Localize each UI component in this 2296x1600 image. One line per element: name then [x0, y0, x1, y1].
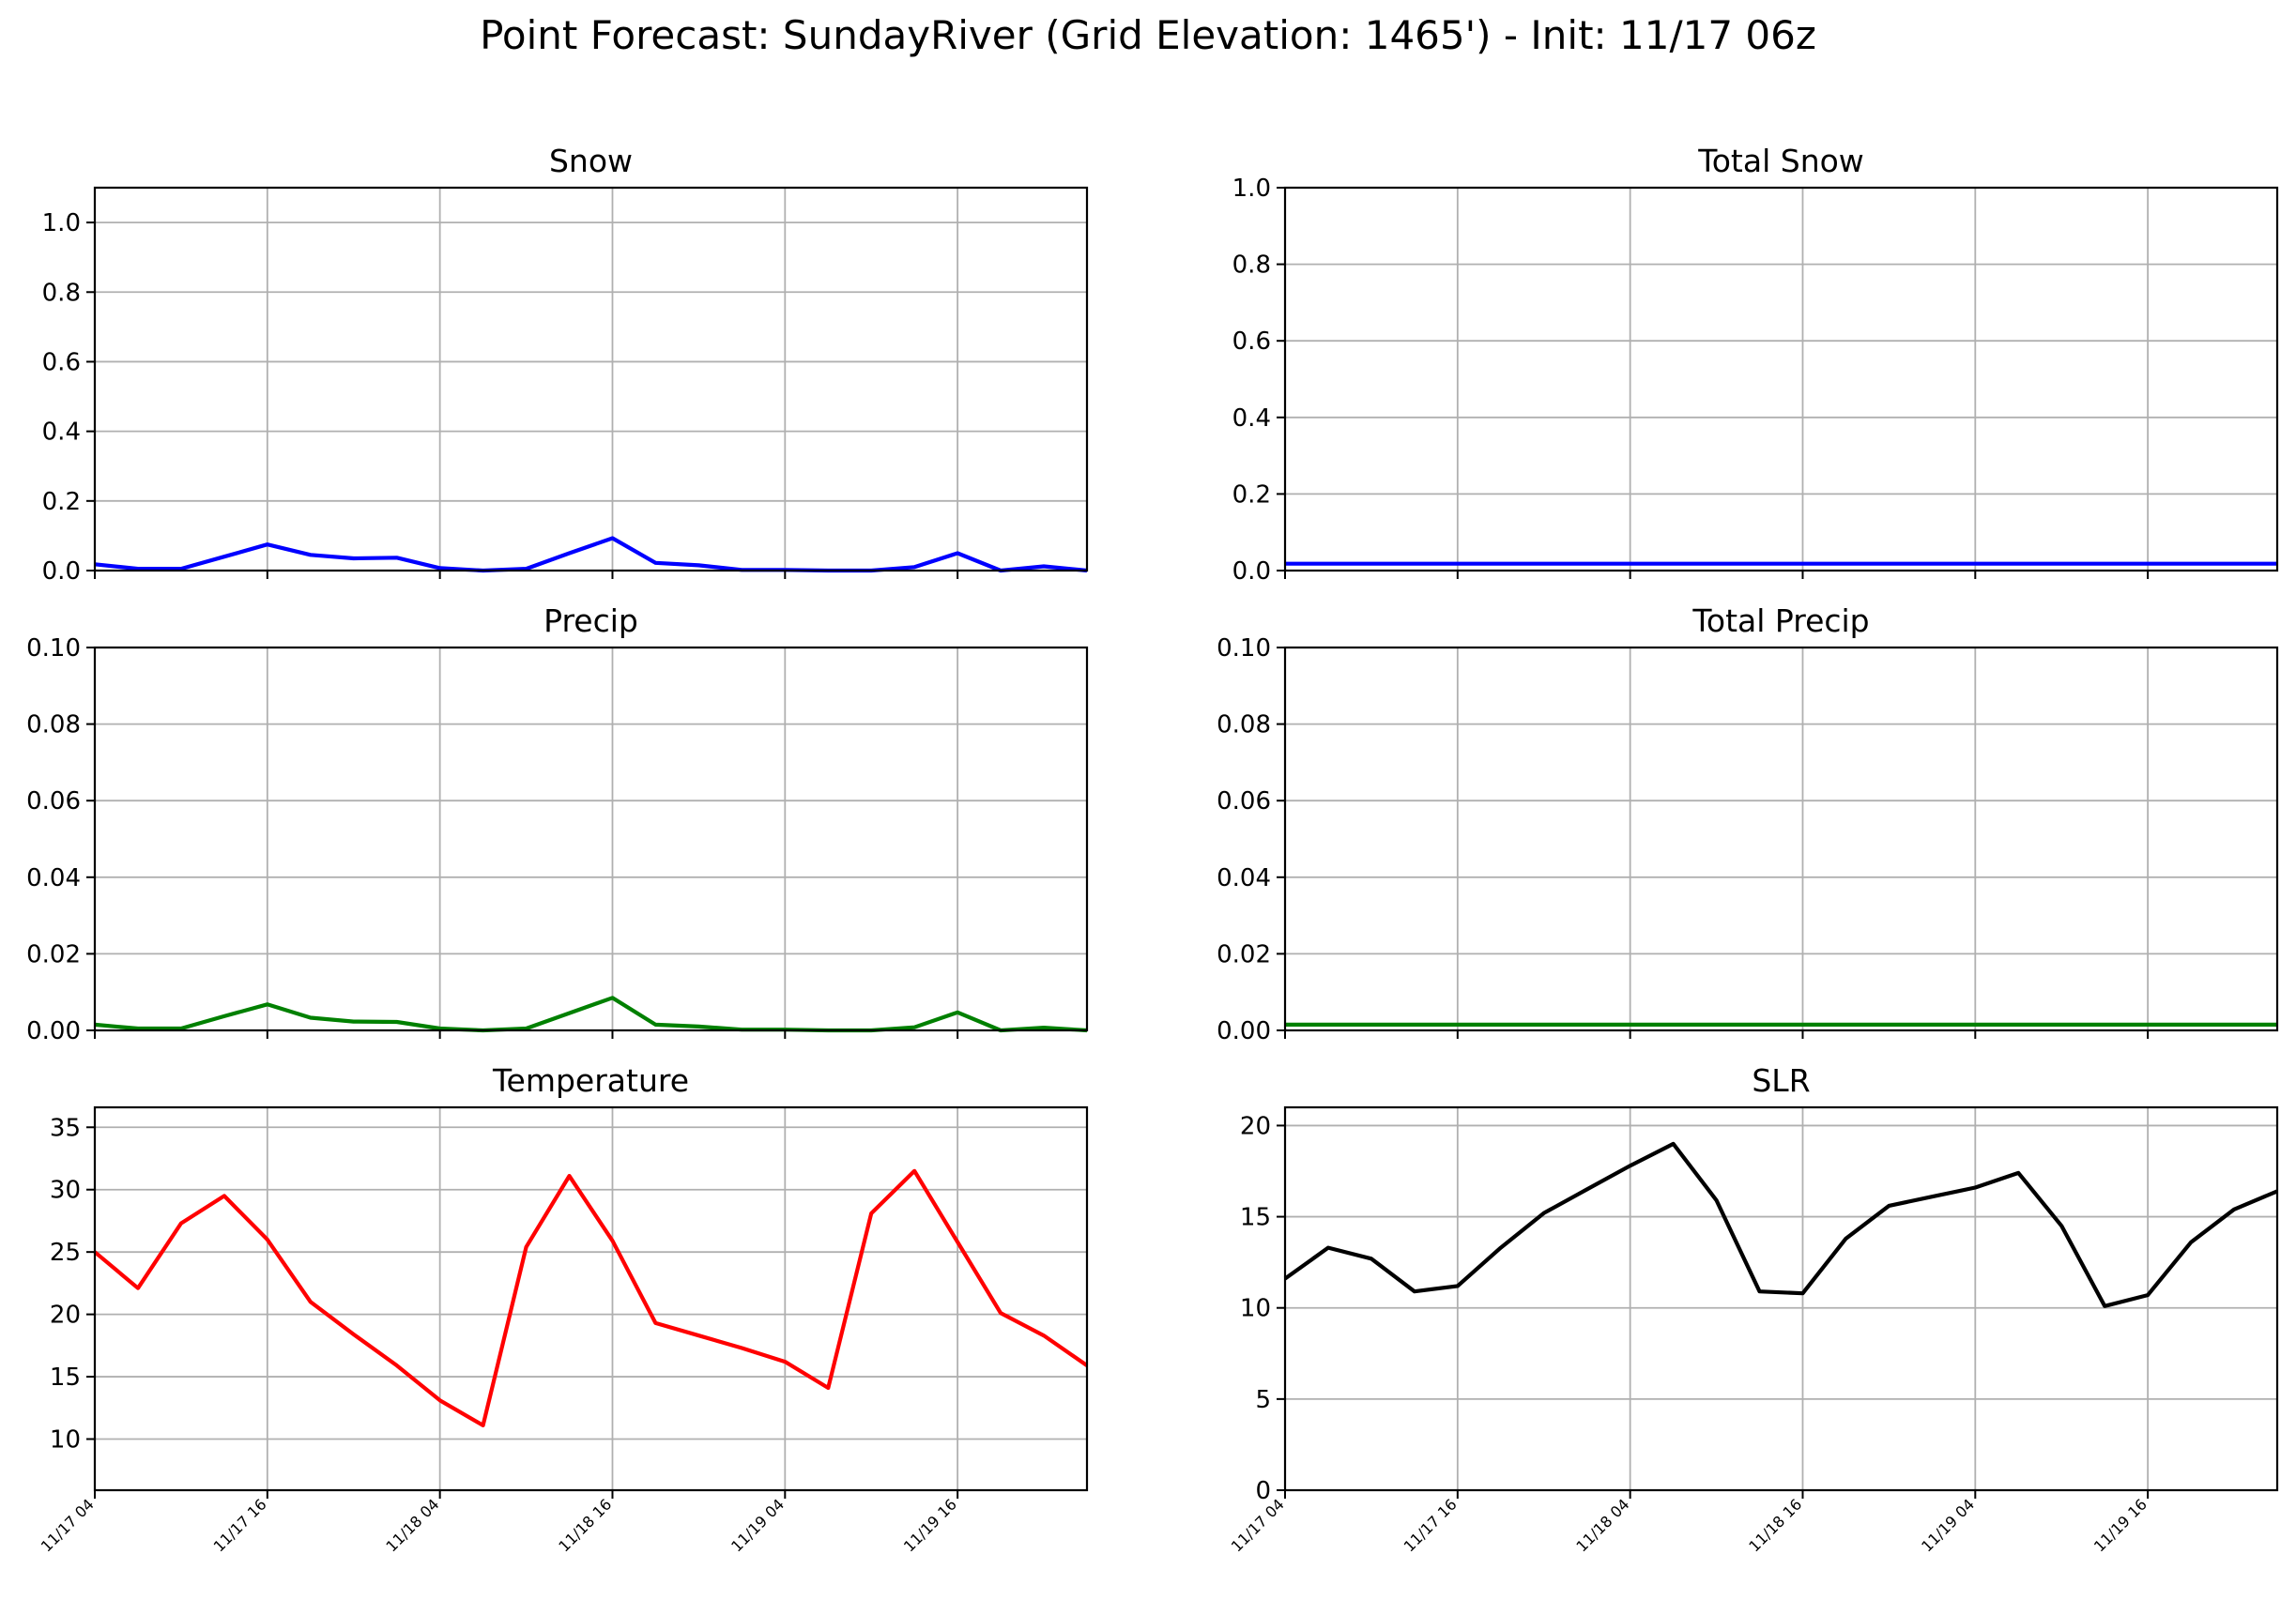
x-tick-label: 11/17 16 — [210, 1495, 270, 1555]
panel-title: Precip — [543, 602, 638, 639]
y-tick-label: 20 — [1240, 1112, 1271, 1140]
x-tick-label: 11/19 16 — [2090, 1495, 2151, 1555]
panel-total_snow: 0.0 0.2 0.4 0.6 0.8 1.0 Total Snow — [1232, 143, 2279, 586]
axes-frame — [1283, 186, 2279, 572]
y-tick-label: 0.4 — [42, 419, 81, 447]
x-tick-label: 11/18 16 — [555, 1495, 615, 1555]
y-tick-label: 0.06 — [26, 787, 81, 815]
x-tick-label: 11/18 04 — [382, 1495, 442, 1555]
y-tick-label: 10 — [1240, 1295, 1271, 1323]
x-tick-label: 11/17 04 — [38, 1495, 98, 1555]
y-tick-label: 0.08 — [26, 711, 81, 739]
y-tick-label: 0.02 — [26, 940, 81, 968]
x-tick-label: 11/19 04 — [1918, 1495, 1978, 1555]
y-tick-label: 0.2 — [42, 488, 81, 516]
y-tick-label: 15 — [50, 1364, 81, 1392]
y-tick-label: 25 — [50, 1239, 81, 1267]
axes-frame — [93, 1105, 1089, 1492]
y-tick-label: 1.0 — [42, 209, 81, 237]
x-tick-label: 11/17 16 — [1401, 1495, 1461, 1555]
y-tick-label: 10 — [50, 1426, 81, 1455]
y-tick-label: 1.0 — [1232, 175, 1271, 203]
x-tick-label: 11/19 16 — [900, 1495, 960, 1555]
y-tick-label: 0.0 — [42, 557, 81, 586]
y-tick-label: 0.10 — [1217, 634, 1271, 663]
y-tick-label: 0.08 — [1217, 711, 1271, 739]
y-tick-label: 0.00 — [1217, 1017, 1271, 1045]
series-line-snow — [94, 536, 1088, 573]
panel-temperature: 10 15 20 25 30 35 11/17 04 11/17 16 11/18 04 11/1… — [38, 1062, 1089, 1555]
y-tick-label: 30 — [50, 1177, 81, 1205]
axes-frame — [93, 186, 1089, 572]
y-tick-label: 0.6 — [42, 348, 81, 376]
y-tick-label: 0.4 — [1232, 404, 1271, 433]
y-tick-label: 0.02 — [1217, 940, 1271, 968]
y-tick-label: 5 — [1255, 1386, 1271, 1414]
panel-title: Snow — [549, 143, 633, 179]
y-tick-label: 0.00 — [26, 1017, 81, 1045]
y-tick-label: 0.0 — [1232, 557, 1271, 586]
panel-title: Temperature — [492, 1062, 689, 1099]
y-tick-label: 0.8 — [1232, 251, 1271, 280]
x-tick-label: 11/19 04 — [727, 1495, 788, 1555]
axes-frame — [1283, 1105, 2279, 1492]
panel-total_precip: 0.00 0.02 0.04 0.06 0.08 0.10 Total Precip — [1217, 602, 2279, 1045]
figure-title: Point Forecast: SundayRiver (Grid Elevat… — [480, 12, 1816, 58]
x-tick-label: 11/18 16 — [1745, 1495, 1805, 1555]
series-line-precip — [94, 996, 1088, 1033]
panel-title: Total Precip — [1691, 602, 1869, 639]
y-tick-label: 35 — [50, 1114, 81, 1142]
y-tick-label: 0.04 — [26, 864, 81, 892]
axes-frame — [93, 646, 1089, 1032]
series-line-temperature — [93, 1168, 1089, 1428]
y-tick-label: 0.8 — [42, 279, 81, 307]
x-tick-label: 11/18 04 — [1572, 1495, 1632, 1555]
y-tick-label: 0.2 — [1232, 480, 1271, 509]
y-tick-label: 0.04 — [1217, 864, 1271, 892]
panel-title: SLR — [1752, 1062, 1810, 1099]
y-tick-label: 0 — [1255, 1477, 1271, 1505]
y-tick-label: 15 — [1240, 1204, 1271, 1232]
series-line-slr — [1283, 1141, 2278, 1308]
axes-frame — [1283, 646, 2279, 1032]
y-tick-label: 20 — [50, 1302, 81, 1330]
panel-snow: 0.0 0.2 0.4 0.6 0.8 1.0 Snow — [42, 143, 1089, 586]
y-tick-label: 0.06 — [1217, 787, 1271, 815]
y-tick-label: 0.6 — [1232, 328, 1271, 356]
panel-title: Total Snow — [1697, 143, 1864, 179]
y-tick-label: 0.10 — [26, 634, 81, 663]
panel-precip: 0.00 0.02 0.04 0.06 0.08 0.10 Precip — [26, 602, 1089, 1045]
